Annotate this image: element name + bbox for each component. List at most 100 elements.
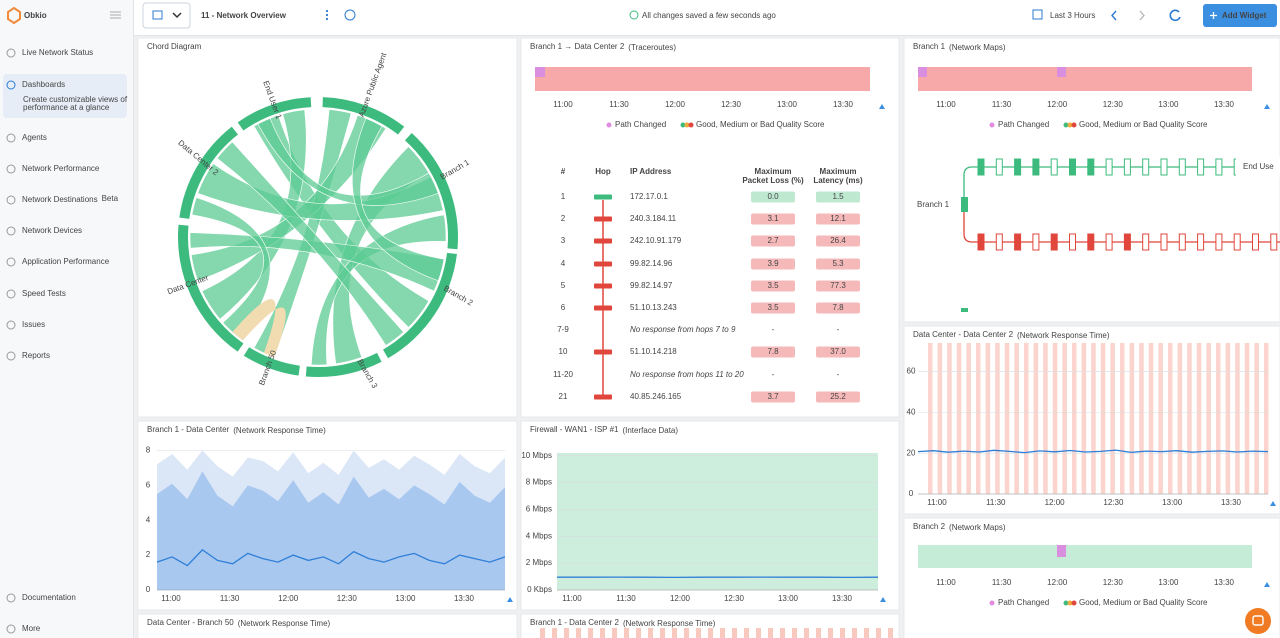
- hop-marker: [594, 283, 612, 289]
- event-stripe: [1100, 343, 1106, 494]
- x-tick-label: 11:00: [161, 594, 181, 603]
- widget-subtitle: (Network Response Time): [1017, 331, 1110, 340]
- nav-item[interactable]: Issues: [22, 320, 45, 329]
- chat-button[interactable]: [1245, 608, 1271, 634]
- x-tick-label: 12:00: [1047, 578, 1068, 587]
- y-tick-label: 4: [146, 515, 151, 524]
- event-stripe: [864, 628, 869, 638]
- hop-loss: 3.1: [767, 214, 779, 223]
- x-tick-label: 11:00: [936, 100, 956, 109]
- x-tick-label: 12:00: [1047, 100, 1068, 109]
- nav-item[interactable]: Agents: [22, 133, 47, 142]
- x-tick-label: 11:00: [553, 100, 573, 109]
- map-hop: [1050, 233, 1058, 251]
- dashboard-select[interactable]: [142, 2, 191, 29]
- nav-icon: [6, 624, 16, 634]
- value-pill: [816, 235, 860, 247]
- widget-title: Branch 1 - Data Center 2: [530, 618, 619, 627]
- logo: Obkio: [24, 11, 47, 20]
- x-tick-label: 13:00: [778, 594, 799, 603]
- event-stripe: [828, 628, 833, 638]
- event-stripe: [576, 628, 581, 638]
- timeline-end: [1264, 104, 1270, 109]
- nav-item[interactable]: Reports: [22, 351, 50, 360]
- value-pill: [751, 213, 795, 225]
- axis-end: [507, 597, 513, 602]
- nav-item[interactable]: Speed Tests: [22, 289, 66, 298]
- nav-item[interactable]: Application Performance: [22, 257, 110, 266]
- hop-latency: 1.5: [832, 192, 844, 201]
- nav-item[interactable]: Network Devices: [22, 226, 82, 235]
- legend-dot: [989, 600, 995, 606]
- hop-latency: 26.4: [830, 236, 846, 245]
- menu-dot: [325, 13, 329, 17]
- legend-label: Path Changed: [615, 120, 666, 129]
- map-hop: [1014, 158, 1022, 176]
- value-pill: [751, 346, 795, 358]
- map-hop: [1123, 233, 1131, 251]
- event-stripe: [1187, 343, 1192, 494]
- x-tick-label: 11:00: [562, 594, 582, 603]
- prev-arrow[interactable]: [1111, 10, 1117, 21]
- legend-label: Path Changed: [998, 598, 1049, 607]
- map-hop: [995, 233, 1003, 251]
- nav-item[interactable]: Network Performance: [22, 164, 100, 173]
- map-hop: [995, 158, 1003, 176]
- nav-icon: [6, 48, 16, 58]
- chord-arc: [305, 352, 382, 377]
- widget-title: Chord Diagram: [147, 42, 202, 51]
- hop-number: 6: [561, 303, 566, 312]
- hop-number: 2: [561, 214, 566, 223]
- refresh-icon[interactable]: [1169, 9, 1181, 22]
- legend-dot: [1071, 122, 1077, 128]
- x-tick-label: 12:30: [1103, 100, 1124, 109]
- nav-footer[interactable]: More: [22, 624, 41, 633]
- chord-arc: [243, 347, 300, 376]
- event-stripe: [648, 628, 653, 638]
- event-stripe: [732, 628, 737, 638]
- chord-arc: [178, 224, 244, 352]
- event-stripe: [1129, 343, 1135, 494]
- hop-loss: 3.5: [767, 281, 779, 290]
- x-tick-label: 11:00: [936, 578, 956, 587]
- event-stripe: [684, 628, 689, 638]
- hop-ip: No response from hops 11 to 20: [630, 370, 744, 379]
- path-change: [1057, 545, 1066, 557]
- widget-subtitle: (Interface Data): [622, 426, 678, 435]
- event-stripe: [1043, 343, 1048, 494]
- event-stripe: [840, 628, 845, 638]
- value-pill: [751, 280, 795, 292]
- legend-dot: [989, 122, 995, 128]
- hop-latency: -: [837, 325, 840, 334]
- hop-latency: -: [837, 370, 840, 379]
- add-widget-label[interactable]: Add Widget: [1222, 11, 1267, 20]
- widget-subtitle: (Network Response Time): [623, 619, 716, 628]
- x-tick-label: 11:30: [992, 100, 1012, 109]
- x-tick-label: 12:00: [1045, 498, 1066, 507]
- map-hop: [1197, 233, 1205, 251]
- nav-item[interactable]: Dashboards: [22, 80, 65, 89]
- nav-item[interactable]: Live Network Status: [22, 48, 93, 57]
- event-stripe: [1148, 343, 1154, 494]
- event-stripe: [876, 628, 881, 638]
- event-stripe: [1244, 343, 1250, 494]
- nav-icon: [6, 351, 16, 361]
- value-pill: [816, 213, 860, 225]
- hop-latency: 37.0: [830, 347, 846, 356]
- map-node: [961, 197, 968, 212]
- next-arrow[interactable]: [1139, 10, 1145, 21]
- legend-dot: [688, 122, 694, 128]
- event-stripe: [928, 343, 933, 494]
- time-range[interactable]: Last 3 Hours: [1050, 11, 1095, 20]
- nav-icon: [6, 289, 16, 299]
- nav-item[interactable]: Network Destinations: [22, 195, 98, 204]
- event-stripe: [1168, 343, 1173, 494]
- add-widget-button[interactable]: [1203, 4, 1277, 27]
- capacity-area: [557, 453, 878, 590]
- series-area: [157, 471, 505, 590]
- y-tick-label: 20: [907, 448, 916, 457]
- help-icon[interactable]: [344, 9, 356, 21]
- nav-footer[interactable]: Documentation: [22, 593, 76, 602]
- hop-latency: 5.3: [832, 259, 844, 268]
- hop-loss: 3.7: [767, 392, 779, 401]
